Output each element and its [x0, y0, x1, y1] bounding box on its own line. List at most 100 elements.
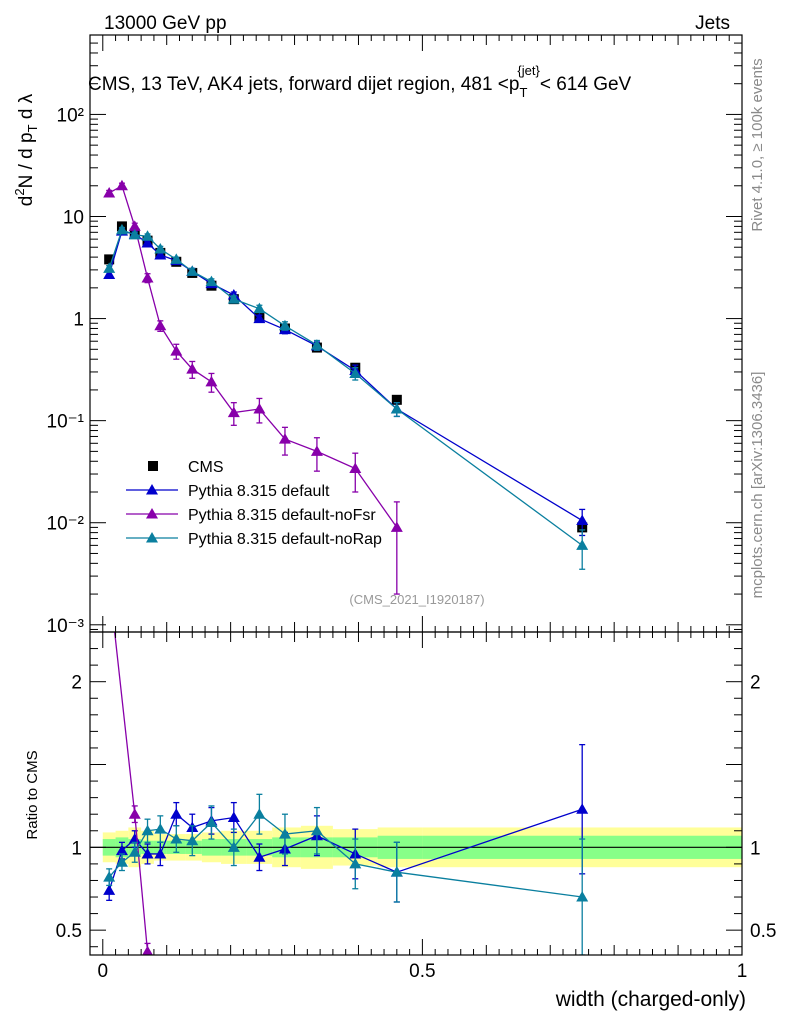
data-point — [154, 243, 167, 254]
ratio-y-tick-label: 2 — [71, 673, 82, 694]
data-point — [253, 312, 266, 324]
data-point — [576, 514, 589, 526]
ratio-point — [390, 866, 403, 877]
ratio-point — [142, 945, 153, 955]
data-point — [227, 406, 240, 418]
y-tick-label: 10⁻² — [47, 514, 85, 535]
ratio-point — [349, 857, 362, 869]
ratio-point — [128, 808, 141, 819]
data-point — [227, 293, 240, 304]
data-point — [154, 248, 167, 260]
x-tick-label: 0.5 — [409, 961, 435, 982]
ratio-frame — [89, 631, 743, 956]
data-point — [253, 403, 266, 414]
ratio-point — [186, 834, 199, 846]
data-point — [115, 179, 128, 191]
y-tick-label: 10⁻³ — [47, 616, 85, 637]
ratio-y-tick-label: 0.5 — [750, 921, 776, 942]
legend-marker — [146, 508, 158, 519]
data-point — [128, 228, 141, 240]
legend-marker — [146, 532, 158, 543]
ratio-point — [170, 808, 183, 819]
x-axis-label: width (charged-only) — [555, 988, 746, 1011]
legend-label: Pythia 8.315 default-noFsr — [188, 507, 376, 524]
ratio-series-2 — [103, 793, 589, 955]
data-point — [128, 220, 141, 231]
ratio-point — [227, 811, 240, 823]
data-point — [103, 268, 116, 280]
main-ylabel: d2N / d pT d λ — [12, 93, 40, 206]
main-series — [103, 179, 589, 595]
legend-item: Pythia 8.315 default-noRap — [126, 531, 382, 548]
ratio-point — [115, 856, 128, 867]
legend-label: Pythia 8.315 default-noRap — [188, 531, 382, 548]
data-point — [170, 253, 183, 264]
mcplots-label: mcplots.cern.ch [arXiv:1306.3436] — [749, 372, 766, 599]
svg-text:d2N / d pT d λ: d2N / d pT d λ — [12, 93, 40, 206]
x-tick-label: 0 — [97, 961, 108, 982]
legend-marker — [146, 484, 158, 495]
ratio-y-tick-label: 1 — [750, 838, 761, 859]
header-right: Jets — [695, 13, 730, 34]
series-3 — [103, 223, 589, 570]
data-point — [186, 363, 199, 374]
data-point — [104, 254, 115, 265]
data-point — [205, 375, 218, 387]
legend-item: CMS — [148, 459, 224, 476]
rivet-label: Rivet 4.1.0, ≥ 100k events — [749, 58, 766, 231]
legend-marker — [148, 461, 158, 471]
data-point — [391, 394, 402, 405]
x-tick-label: 1 — [737, 961, 748, 982]
legend-label: Pythia 8.315 default — [188, 483, 330, 500]
ratio-point — [205, 816, 218, 827]
ratio-point — [576, 891, 589, 902]
series-line — [108, 230, 583, 522]
data-point — [349, 367, 362, 378]
main-panel: 10⁻³ 10⁻² 10⁻¹ 1 10 10² — [47, 34, 743, 637]
series-line — [108, 228, 583, 546]
data-point — [390, 403, 403, 414]
ratio-point — [227, 841, 240, 852]
legend-label: CMS — [188, 459, 224, 476]
legend-item: Pythia 8.315 default — [126, 483, 330, 500]
series-1 — [103, 225, 589, 537]
ratio-point — [128, 846, 141, 857]
ratio-point — [310, 824, 323, 836]
ratio-series — [103, 576, 589, 955]
ratio-point — [253, 851, 266, 862]
data-point — [141, 237, 154, 248]
ratio-y-tick-label: 1 — [71, 838, 82, 859]
data-point — [278, 319, 291, 331]
data-point — [278, 433, 291, 444]
ratio-point — [103, 871, 116, 882]
y-tick-label: 10⁻¹ — [47, 412, 85, 433]
ratio-point — [278, 828, 291, 839]
data-point — [141, 230, 154, 241]
data-point — [103, 262, 116, 273]
data-point — [390, 521, 403, 532]
data-point — [205, 275, 218, 287]
data-point — [186, 265, 199, 276]
ratio-point — [154, 847, 167, 859]
ratio-point — [170, 833, 183, 844]
ratio-point — [103, 576, 115, 587]
y-tick-label: 1 — [73, 310, 84, 331]
ratio-y-tick-label: 2 — [750, 673, 761, 694]
legend-item: Pythia 8.315 default-noFsr — [126, 507, 376, 524]
ratio-point — [141, 847, 154, 859]
y-tick-label: 10 — [63, 208, 84, 229]
ratio-point — [115, 844, 128, 856]
legend: CMS Pythia 8.315 default Pythia 8.315 defa… — [126, 459, 382, 548]
analysis-id: (CMS_2021_I1920187) — [349, 592, 484, 607]
series-0 — [104, 221, 588, 533]
ratio-point — [576, 803, 589, 814]
data-point — [170, 345, 183, 356]
data-point — [115, 223, 128, 235]
ratio-point — [253, 808, 266, 819]
ratio-y-tick-label: 0.5 — [56, 921, 82, 942]
data-point — [576, 539, 589, 550]
ratio-ylabel: Ratio to CMS — [24, 750, 41, 839]
data-point — [310, 339, 323, 350]
data-point — [103, 186, 116, 198]
